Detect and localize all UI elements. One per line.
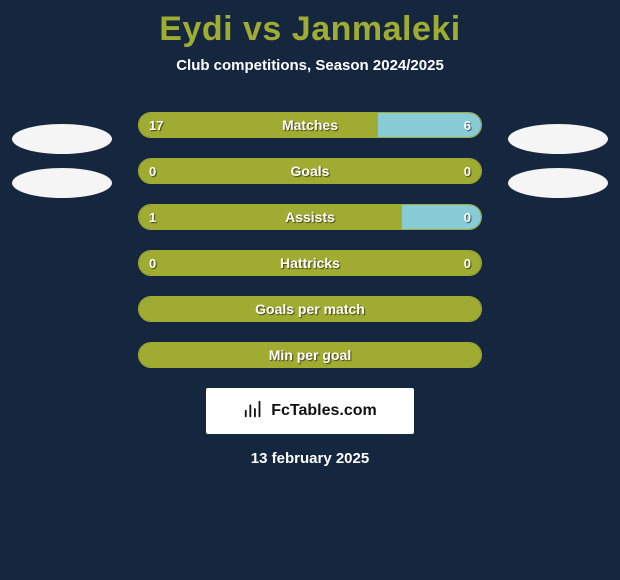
bar-left-fill xyxy=(139,113,378,137)
bar-right-fill xyxy=(402,205,481,229)
bar-row: Min per goal xyxy=(138,342,482,368)
chart-icon xyxy=(243,398,265,425)
player-right-avatar xyxy=(508,124,608,154)
bar-left-fill xyxy=(139,205,402,229)
page-title: Eydi vs Janmaleki xyxy=(0,0,620,49)
bar-left-fill xyxy=(139,159,481,183)
bar-row: 00Hattricks xyxy=(138,250,482,276)
bar-left-fill xyxy=(139,343,481,367)
bar-row: 176Matches xyxy=(138,112,482,138)
bar-row: 00Goals xyxy=(138,158,482,184)
bar-row: 10Assists xyxy=(138,204,482,230)
bar-left-fill xyxy=(139,251,481,275)
watermark-text: FcTables.com xyxy=(271,402,377,420)
fctables-watermark[interactable]: FcTables.com xyxy=(206,388,414,434)
bar-row: Goals per match xyxy=(138,296,482,322)
comparison-bars: 176Matches 00Goals 10Assists 00Hattricks Goa… xyxy=(138,112,482,368)
player-left-avatar xyxy=(12,124,112,154)
bar-right-fill xyxy=(378,113,481,137)
bar-left-fill xyxy=(139,297,481,321)
date: 13 february 2025 xyxy=(0,450,620,467)
subtitle: Club competitions, Season 2024/2025 xyxy=(0,57,620,74)
